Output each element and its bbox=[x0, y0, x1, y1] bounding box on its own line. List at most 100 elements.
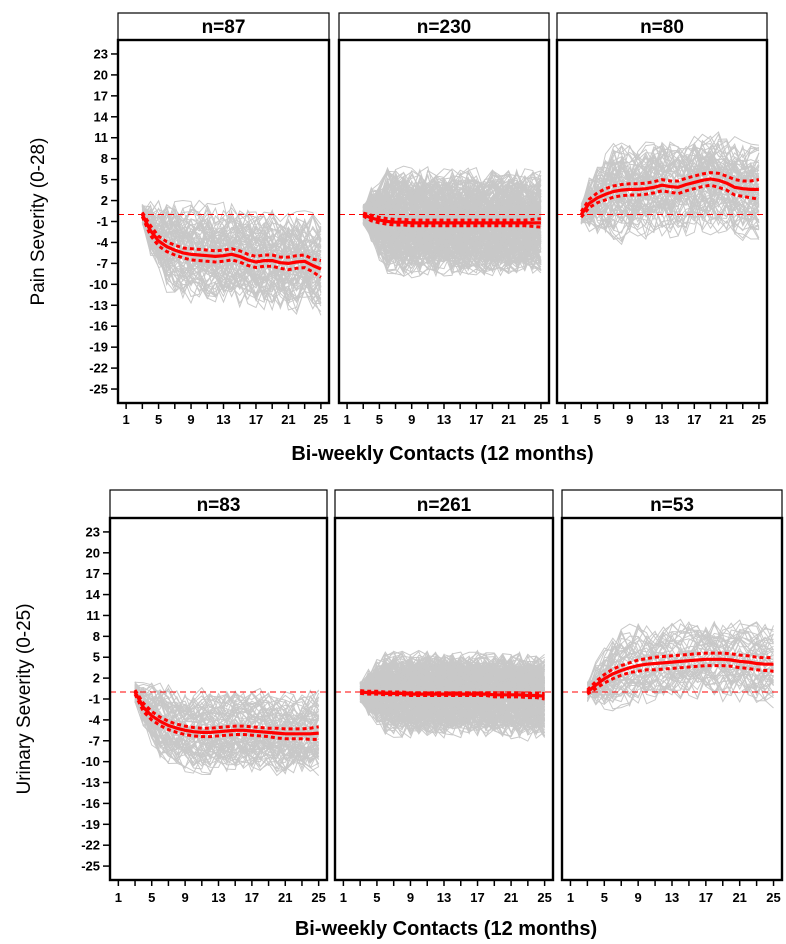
individual-trajectory bbox=[141, 204, 322, 265]
ci-lower-line bbox=[360, 691, 545, 701]
ci-upper-line bbox=[586, 651, 774, 692]
y-tick-label: -13 bbox=[81, 775, 100, 790]
individual-trajectory bbox=[580, 163, 760, 212]
individual-trajectory bbox=[141, 215, 322, 280]
mean-fit-line bbox=[586, 657, 774, 694]
individual-trajectory bbox=[141, 208, 322, 312]
ci-lower-line bbox=[140, 216, 322, 279]
individual-trajectory bbox=[362, 170, 542, 220]
individual-trajectory bbox=[142, 218, 322, 248]
individual-trajectory bbox=[580, 181, 760, 220]
individual-trajectory bbox=[363, 212, 542, 266]
panel-data bbox=[562, 618, 782, 712]
x-tick-label: 13 bbox=[216, 412, 230, 427]
x-tick-label: 17 bbox=[249, 412, 263, 427]
individual-trajectory bbox=[359, 653, 545, 698]
individual-trajectory bbox=[141, 221, 322, 311]
individual-trajectory bbox=[359, 679, 545, 709]
individual-trajectory bbox=[586, 619, 774, 689]
individual-trajectory bbox=[360, 690, 545, 737]
individual-trajectory bbox=[362, 204, 542, 277]
individual-trajectory bbox=[141, 221, 322, 282]
x-tick-label: 25 bbox=[766, 890, 780, 905]
individual-trajectory bbox=[134, 691, 320, 767]
individual-trajectory bbox=[587, 662, 774, 705]
individual-trajectory bbox=[580, 180, 760, 227]
individual-trajectory bbox=[360, 688, 545, 721]
panel-data bbox=[557, 131, 767, 246]
ci-upper-line bbox=[362, 211, 542, 222]
individual-trajectory bbox=[141, 219, 322, 283]
individual-trajectory bbox=[581, 193, 760, 243]
panel-strip bbox=[109, 489, 328, 519]
individual-trajectory bbox=[587, 632, 774, 685]
mean-fit-line bbox=[133, 691, 319, 736]
ci-upper-line bbox=[360, 689, 545, 695]
x-tick-label: 13 bbox=[655, 412, 669, 427]
panel-data bbox=[339, 165, 549, 279]
x-tick-label: 5 bbox=[376, 412, 383, 427]
x-tick-label: 9 bbox=[626, 412, 633, 427]
individual-trajectory bbox=[134, 682, 319, 741]
ci-lower-line bbox=[133, 693, 319, 741]
individual-trajectory bbox=[580, 187, 760, 230]
mean-fit-line bbox=[140, 213, 322, 271]
panel-data bbox=[110, 681, 327, 777]
panel-strip-label: n=230 bbox=[417, 17, 471, 38]
individual-trajectory bbox=[359, 657, 545, 687]
individual-trajectory bbox=[587, 636, 774, 700]
x-tick-label: 1 bbox=[567, 890, 574, 905]
y-tick-label: 8 bbox=[93, 629, 100, 644]
y-tick-label: 11 bbox=[94, 130, 108, 145]
y-tick-label: 20 bbox=[94, 67, 108, 82]
individual-trajectory bbox=[362, 205, 542, 251]
y-tick-label: -4 bbox=[96, 235, 108, 250]
individual-trajectory bbox=[580, 158, 759, 217]
individual-trajectory bbox=[359, 649, 546, 696]
individual-trajectory bbox=[141, 213, 322, 258]
y-tick-label: -16 bbox=[89, 319, 108, 334]
x-axis-title: Bi-weekly Contacts (12 months) bbox=[291, 443, 593, 465]
panel-strip bbox=[117, 12, 330, 41]
individual-trajectory bbox=[580, 145, 760, 210]
individual-trajectory bbox=[586, 629, 774, 684]
x-tick-label: 5 bbox=[594, 412, 601, 427]
individual-trajectory bbox=[362, 175, 542, 217]
x-tick-label: 25 bbox=[537, 890, 551, 905]
ci-upper-line bbox=[133, 689, 319, 731]
individual-trajectory bbox=[134, 682, 319, 723]
y-tick-label: -1 bbox=[88, 692, 100, 707]
x-tick-label: 13 bbox=[437, 890, 451, 905]
individual-trajectory bbox=[362, 177, 542, 217]
individual-trajectory bbox=[362, 200, 542, 235]
individual-trajectory bbox=[362, 204, 542, 254]
panel: n=83 1 5 9 13 17 21 25 bbox=[108, 489, 329, 905]
x-tick-label: 21 bbox=[278, 890, 292, 905]
mean-fit-line bbox=[579, 177, 759, 216]
y-tick-label: 20 bbox=[86, 545, 100, 560]
y-tick-label: 8 bbox=[101, 151, 108, 166]
x-tick-label: 21 bbox=[501, 412, 515, 427]
panel-strip-label: n=87 bbox=[202, 17, 246, 38]
individual-trajectory bbox=[362, 174, 542, 224]
panel-frame bbox=[108, 516, 329, 882]
individual-trajectory bbox=[360, 682, 545, 726]
x-tick-label: 21 bbox=[504, 890, 518, 905]
x-tick-label: 21 bbox=[719, 412, 733, 427]
ci-upper-line bbox=[141, 211, 322, 263]
individual-trajectory bbox=[587, 634, 774, 696]
panel: n=80 1 5 9 13 17 21 25 bbox=[555, 12, 769, 427]
y-tick-label: -25 bbox=[81, 859, 100, 874]
x-tick-label: 13 bbox=[211, 890, 225, 905]
individual-trajectory bbox=[359, 684, 545, 731]
ci-lower-line bbox=[362, 214, 542, 229]
panel-strip-label: n=53 bbox=[650, 495, 694, 516]
x-tick-label: 25 bbox=[752, 412, 766, 427]
y-tick-label: 23 bbox=[94, 46, 108, 61]
y-tick-label: -13 bbox=[89, 298, 108, 313]
individual-trajectory bbox=[362, 210, 541, 272]
y-tick-label: 14 bbox=[86, 587, 101, 602]
individual-trajectory bbox=[580, 138, 760, 211]
x-tick-label: 5 bbox=[155, 412, 162, 427]
individual-trajectory bbox=[141, 208, 322, 296]
